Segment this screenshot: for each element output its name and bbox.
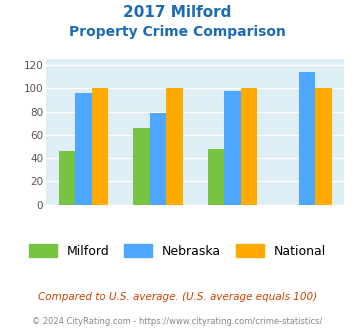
Bar xyxy=(166,88,182,205)
Bar xyxy=(75,93,92,205)
Bar xyxy=(315,88,332,205)
Bar xyxy=(150,113,166,205)
Bar xyxy=(92,88,108,205)
Text: © 2024 CityRating.com - https://www.cityrating.com/crime-statistics/: © 2024 CityRating.com - https://www.city… xyxy=(32,317,323,326)
Text: Compared to U.S. average. (U.S. average equals 100): Compared to U.S. average. (U.S. average … xyxy=(38,292,317,302)
Bar xyxy=(59,151,75,205)
Bar xyxy=(299,72,315,205)
Bar xyxy=(241,88,257,205)
Bar xyxy=(208,149,224,205)
Text: 2017 Milford: 2017 Milford xyxy=(123,5,232,20)
Bar xyxy=(133,128,150,205)
Text: Property Crime Comparison: Property Crime Comparison xyxy=(69,25,286,39)
Legend: Milford, Nebraska, National: Milford, Nebraska, National xyxy=(24,239,331,263)
Bar xyxy=(224,91,241,205)
